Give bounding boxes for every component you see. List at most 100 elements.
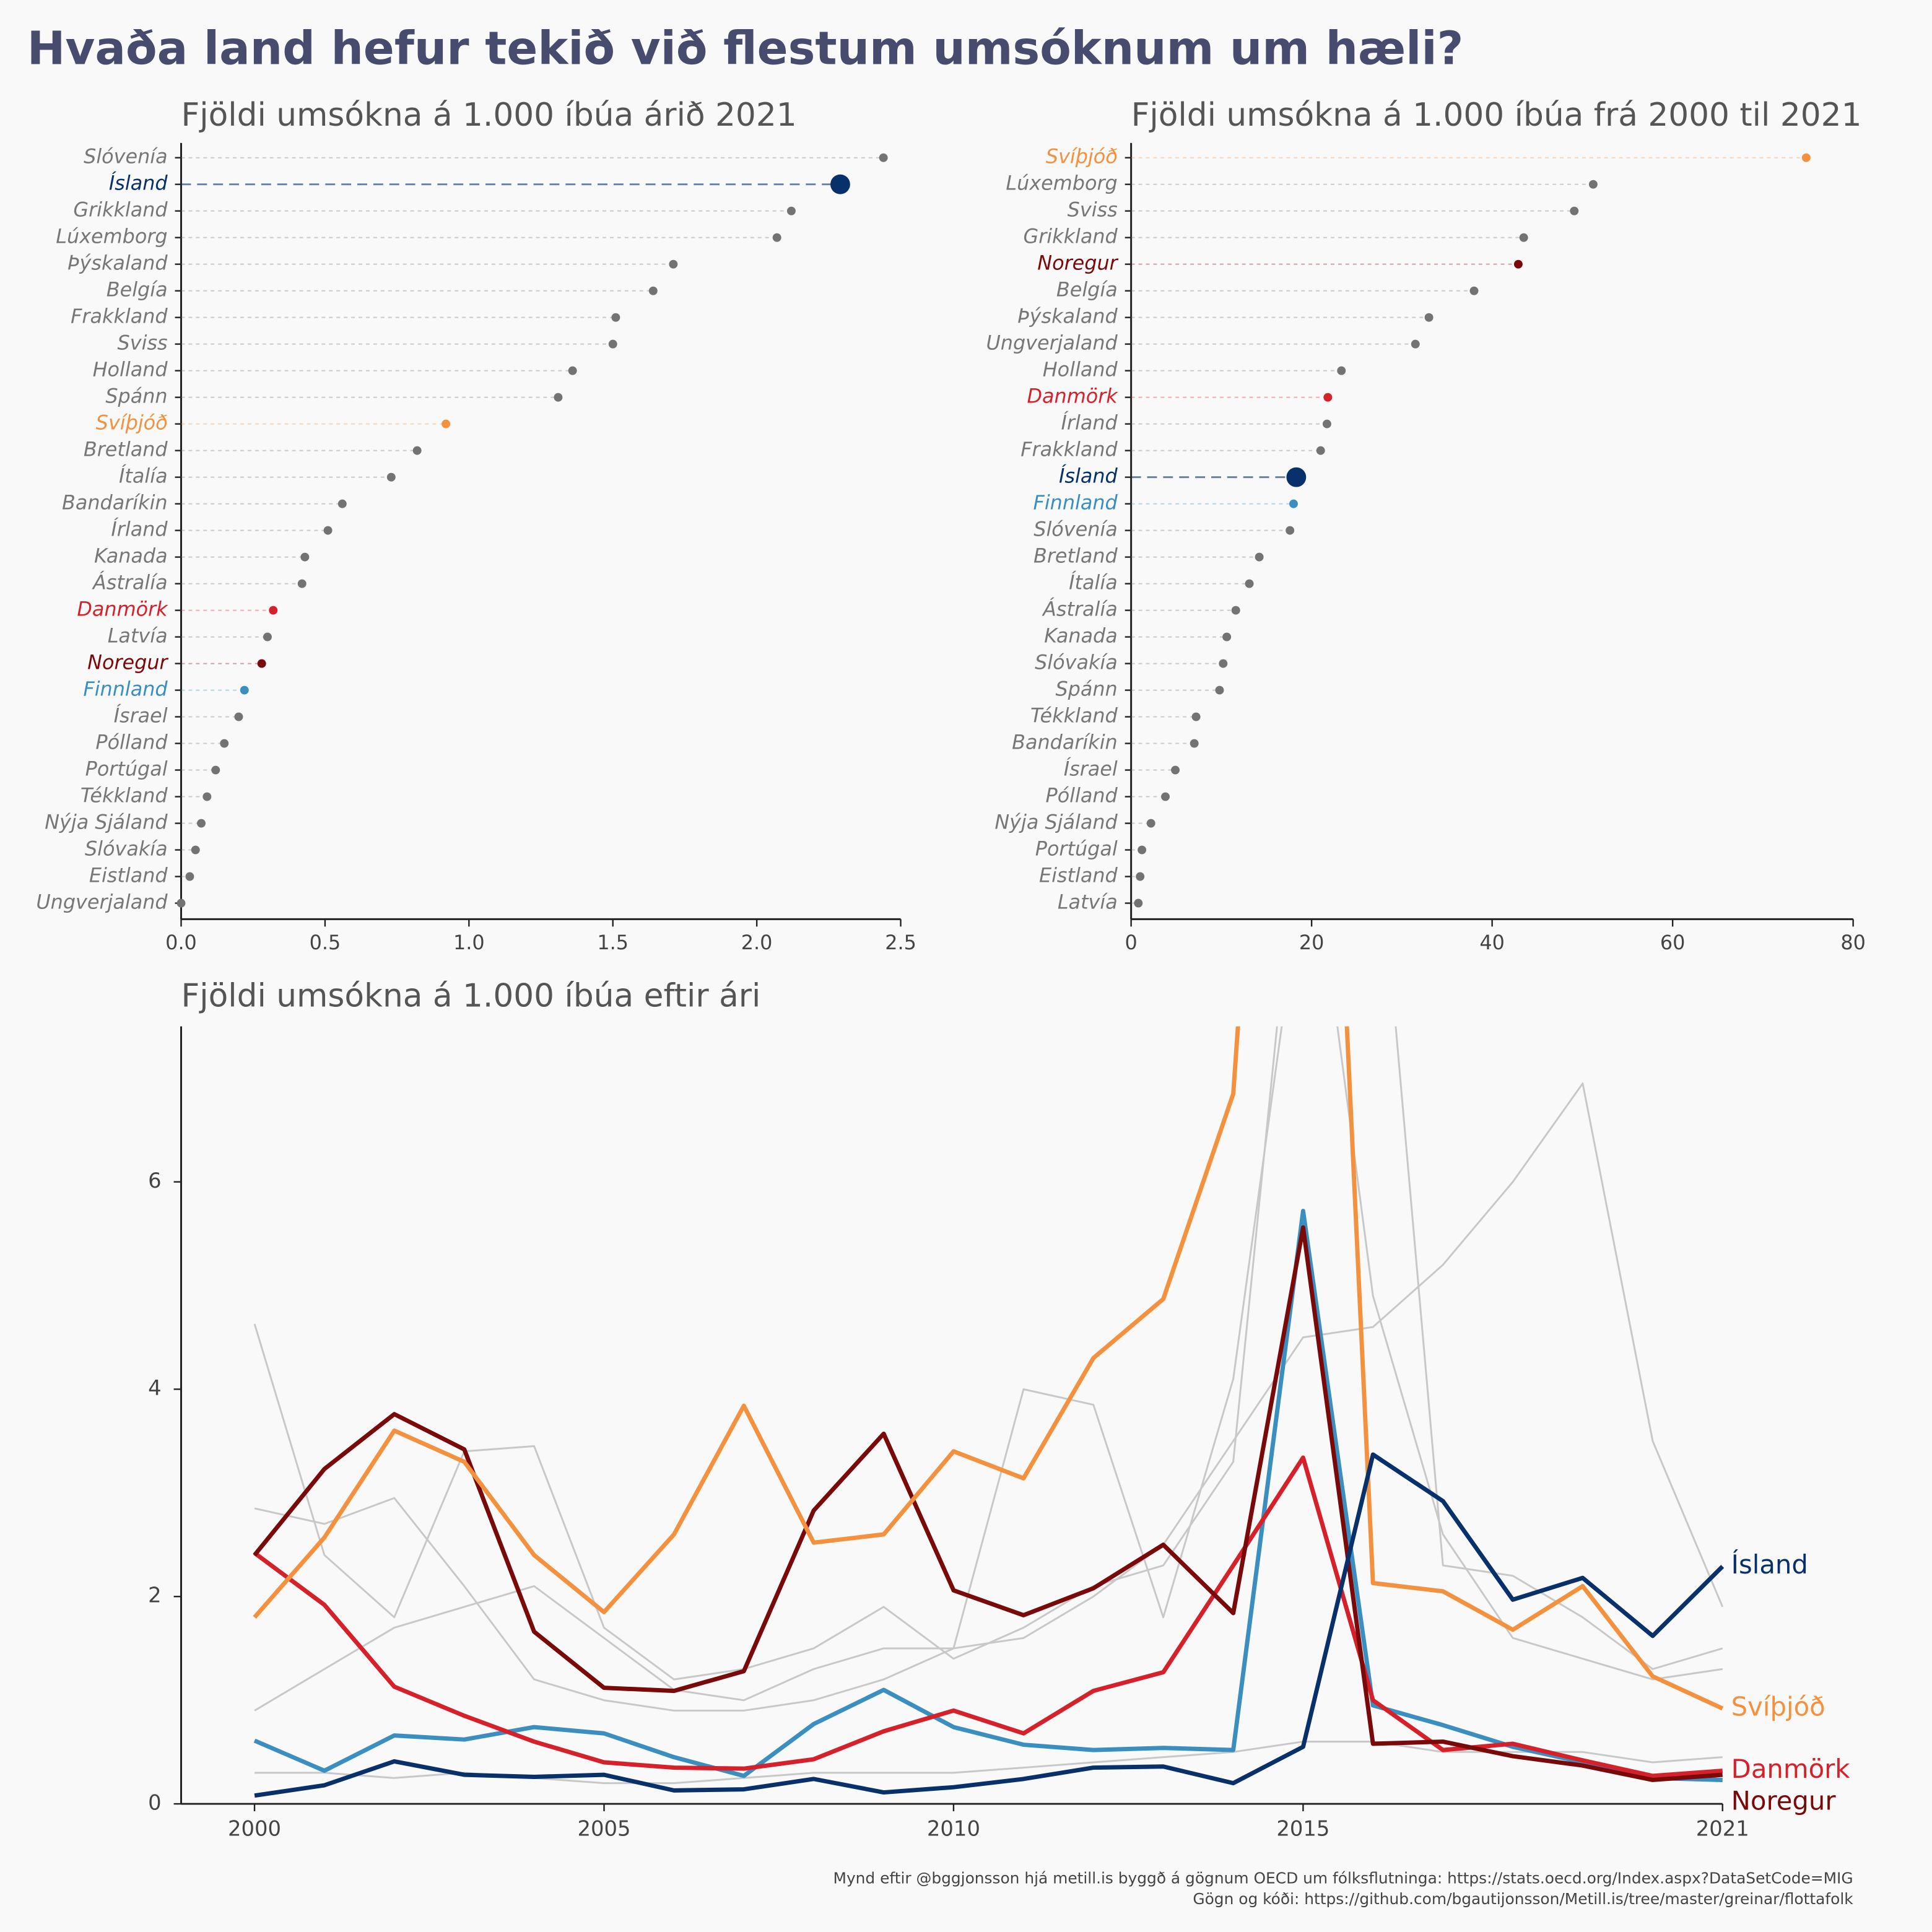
dot xyxy=(1411,339,1420,349)
y-tick-label: Sviss xyxy=(1068,198,1118,222)
dot xyxy=(1289,499,1298,508)
series-label: Danmörk xyxy=(1731,1754,1851,1784)
series-label: Svíþjóð xyxy=(1731,1692,1825,1722)
dot xyxy=(1513,259,1523,269)
x-tick-label: 80 xyxy=(1840,931,1866,954)
y-tick-label: 0 xyxy=(148,1791,162,1815)
y-tick-label: Ísland xyxy=(1059,464,1118,488)
y-tick-label: Tékkland xyxy=(80,784,168,807)
x-tick-label: 20 xyxy=(1299,931,1325,954)
y-tick-label: Ítalía xyxy=(1069,571,1118,594)
dot xyxy=(257,659,266,668)
y-tick-label: Nýja Sjáland xyxy=(45,811,168,834)
x-tick-label: 1.5 xyxy=(597,931,629,954)
series-line xyxy=(253,1225,1723,1782)
dot xyxy=(197,819,206,828)
y-tick-label: Lúxemborg xyxy=(1006,172,1117,195)
y-tick-label: 4 xyxy=(148,1376,162,1400)
dot xyxy=(1322,419,1331,429)
background-line xyxy=(253,1026,1723,1681)
dot xyxy=(1424,313,1434,322)
dot xyxy=(297,579,307,588)
y-tick-label: Danmörk xyxy=(77,598,168,621)
dot xyxy=(1161,792,1170,801)
y-tick-label: Nýja Sjáland xyxy=(994,811,1118,834)
x-tick-label: 2.0 xyxy=(741,931,773,954)
y-tick-label: Portúgal xyxy=(1035,837,1118,861)
dot xyxy=(772,233,781,242)
y-tick-label: Spánn xyxy=(1055,677,1117,701)
y-tick-label: Pólland xyxy=(95,731,168,754)
chart-title: Fjöldi umsókna á 1.000 íbúa frá 2000 til… xyxy=(1131,97,1862,134)
dot xyxy=(300,552,310,562)
y-tick-label: Þýskaland xyxy=(1017,305,1118,328)
y-tick-label: Bandaríkin xyxy=(62,491,168,515)
dot xyxy=(191,845,200,855)
y-tick-label: Latvía xyxy=(108,624,168,648)
y-tick-label: Bretland xyxy=(1033,544,1118,568)
dot xyxy=(1191,712,1201,721)
dot xyxy=(1215,685,1224,695)
chart-title: Fjöldi umsókna á 1.000 íbúa árið 2021 xyxy=(181,97,796,134)
dot xyxy=(879,153,888,162)
dot xyxy=(185,872,194,881)
y-tick-label: Ungverjaland xyxy=(986,331,1118,355)
caption: Gögn og kóði: https://github.com/bgautij… xyxy=(1193,1890,1853,1908)
y-tick-label: Slóvenía xyxy=(84,145,167,168)
y-tick-label: Ítalía xyxy=(119,464,168,488)
dot xyxy=(1222,632,1232,642)
dot xyxy=(568,366,577,375)
y-tick-label: Spánn xyxy=(105,385,167,408)
dot xyxy=(234,712,243,721)
dot xyxy=(1134,899,1143,908)
background-line xyxy=(254,1026,1723,1712)
dot xyxy=(554,393,563,402)
y-tick-label: Bretland xyxy=(84,438,168,461)
dot xyxy=(323,526,333,535)
dot xyxy=(263,632,272,642)
y-tick-label: Belgía xyxy=(107,278,168,302)
y-tick-label: Ástralía xyxy=(1042,598,1118,621)
series-line xyxy=(254,1452,1725,1798)
dot xyxy=(1469,286,1479,295)
y-tick-label: Pólland xyxy=(1046,784,1118,807)
x-tick-label: 2000 xyxy=(228,1816,281,1840)
x-tick-label: 2.5 xyxy=(885,931,916,954)
y-tick-label: Frakkland xyxy=(1020,438,1118,461)
y-tick-label: Frakkland xyxy=(71,305,168,328)
dot xyxy=(220,739,229,748)
y-tick-label: Latvía xyxy=(1058,890,1118,914)
series-label: Noregur xyxy=(1731,1786,1837,1816)
y-tick-label: Svíþjóð xyxy=(1046,145,1118,168)
main-title: Hvaða land hefur tekið við flestum umsók… xyxy=(27,23,1464,76)
dot xyxy=(1190,739,1199,748)
dot xyxy=(240,685,249,695)
x-tick-label: 40 xyxy=(1479,931,1505,954)
dot xyxy=(269,606,278,615)
y-tick-label: Belgía xyxy=(1056,278,1118,302)
x-tick-label: 1.0 xyxy=(453,931,485,954)
y-tick-label: Bandaríkin xyxy=(1012,731,1118,754)
y-tick-label: Írland xyxy=(1061,411,1118,435)
y-tick-label: Slóvenía xyxy=(1033,518,1117,541)
caption: Mynd eftir @bggjonsson hjá metill.is byg… xyxy=(833,1869,1853,1887)
dot xyxy=(211,765,220,775)
dot xyxy=(1570,206,1579,215)
dot xyxy=(1255,552,1264,562)
dot xyxy=(1316,446,1325,455)
series-line xyxy=(253,1026,1724,1711)
y-tick-label: Slóvakía xyxy=(85,837,168,861)
y-tick-label: Svíþjóð xyxy=(96,411,168,435)
dot xyxy=(611,313,620,322)
y-tick-label: Kanada xyxy=(1044,624,1118,648)
dot xyxy=(1245,579,1254,588)
dot xyxy=(412,446,422,455)
y-tick-label: Ísland xyxy=(109,172,168,195)
y-tick-label: Noregur xyxy=(87,651,168,674)
y-tick-label: Tékkland xyxy=(1030,704,1118,728)
y-tick-label: Slóvakía xyxy=(1035,651,1118,674)
y-tick-label: Finnland xyxy=(1033,491,1118,515)
